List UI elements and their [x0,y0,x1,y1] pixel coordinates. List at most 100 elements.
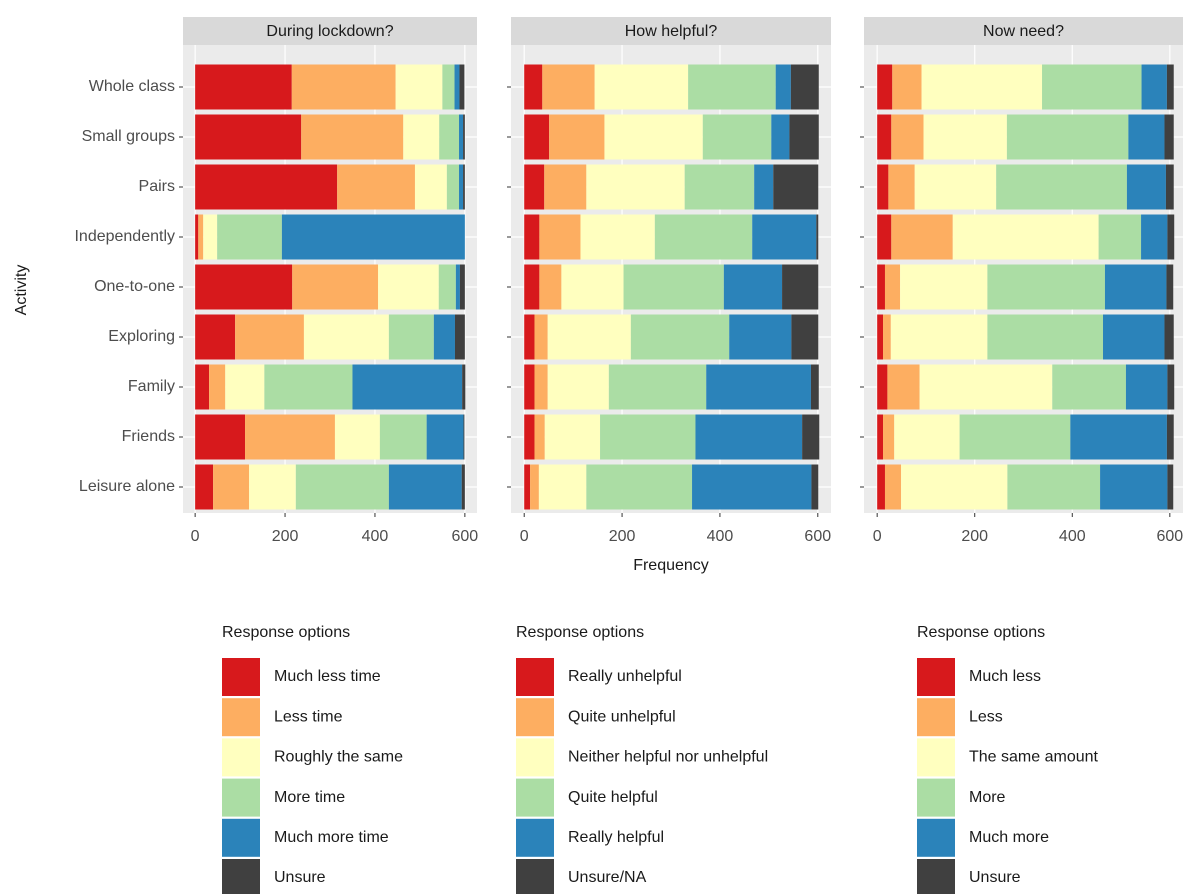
bar-segment [395,64,443,110]
bar-segment [281,214,465,260]
bar-segment [561,264,624,310]
legend-label: Neither helpful nor unhelpful [568,749,768,766]
bar-segment [923,114,1007,160]
bar-segment [388,464,462,510]
x-tick-label: 200 [961,528,988,545]
bar-segment [1104,264,1167,310]
bar-segment [900,264,988,310]
x-tick-label: 600 [1156,528,1183,545]
bar-segment [1052,364,1126,410]
bar-segment [403,114,440,160]
bar-segment [459,264,465,310]
bar-segment [547,364,609,410]
bar-segment [455,264,460,310]
legend-label: More time [274,789,345,806]
bar-segment [301,114,404,160]
bar-segment [225,364,265,410]
bar-segment [544,414,601,460]
panel-title: Now need? [983,23,1064,40]
x-tick-label: 200 [272,528,299,545]
bar-segment [213,464,250,510]
legend-label: Much less [969,668,1041,685]
bar-segment [1103,314,1165,360]
legend-label: Unsure [969,869,1021,886]
bar-segment [604,114,703,160]
bar-segment [775,64,791,110]
y-tick-label: Pairs [139,178,175,195]
bar-segment [877,414,884,460]
legend-label: Really helpful [568,829,664,846]
legend-label: Quite helpful [568,789,658,806]
bar-segment [811,464,819,510]
bar-segment [1166,264,1174,310]
bar-segment [195,264,293,310]
bar-segment [921,64,1043,110]
bar-segment [580,214,655,260]
bar-segment [914,164,997,210]
bar-segment [877,264,885,310]
y-tick-label: Friends [122,428,175,445]
bar-segment [586,164,685,210]
bar-segment [459,114,464,160]
bar-segment [291,64,396,110]
legend-label: Unsure [274,869,326,886]
bar-segment [1164,314,1174,360]
bar-segment [544,164,587,210]
bar-segment [586,464,693,510]
x-tick-label: 200 [609,528,636,545]
bar-segment [195,214,199,260]
legend-label: Less [969,708,1003,725]
legend-label: More [969,789,1006,806]
bar-segment [195,364,210,410]
bar-segment [195,314,236,360]
bar-segment [891,214,953,260]
bar-segment [524,364,535,410]
bar-segment [771,114,790,160]
bar-segment [1166,64,1174,110]
bar-segment [1141,214,1168,260]
bar-segment [790,64,819,110]
x-tick-label: 400 [1059,528,1086,545]
bar-segment [195,114,302,160]
bar-segment [877,164,889,210]
bar-segment [534,364,548,410]
bar-segment [1164,114,1174,160]
legend-label: Much less time [274,668,381,685]
bar-segment [883,414,895,460]
bar-segment [463,414,465,460]
bar-segment [1167,364,1175,410]
bar-segment [334,414,380,460]
bar-segment [594,64,689,110]
bar-segment [884,264,901,310]
y-tick-label: Exploring [108,328,175,345]
bar-segment [446,164,460,210]
strip [864,17,1183,45]
bar-segment [1100,464,1168,510]
strip [183,17,477,45]
bar-segment [702,114,772,160]
y-tick-label: Leisure alone [79,478,175,495]
panel-title: How helpful? [625,23,718,40]
bar-segment [608,364,707,410]
bar-segment [692,464,812,510]
bar-segment [534,414,545,460]
bar-segment [1006,114,1129,160]
legend-key [516,738,554,777]
y-tick-label: Independently [74,228,175,245]
bar-segment [530,464,539,510]
bar-segment [1165,164,1174,210]
bar-segment [439,114,460,160]
bar-segment [791,314,819,360]
bar-segment [195,414,246,460]
legend-label: Roughly the same [274,749,403,766]
bar-segment [684,164,755,210]
bar-segment [292,264,379,310]
bar-segment [539,264,562,310]
bar-segment [195,464,214,510]
bar-segment [1167,464,1174,510]
bar-segment [462,364,466,410]
x-tick-label: 400 [707,528,734,545]
legend-key [917,658,955,696]
bar-segment [782,264,819,310]
